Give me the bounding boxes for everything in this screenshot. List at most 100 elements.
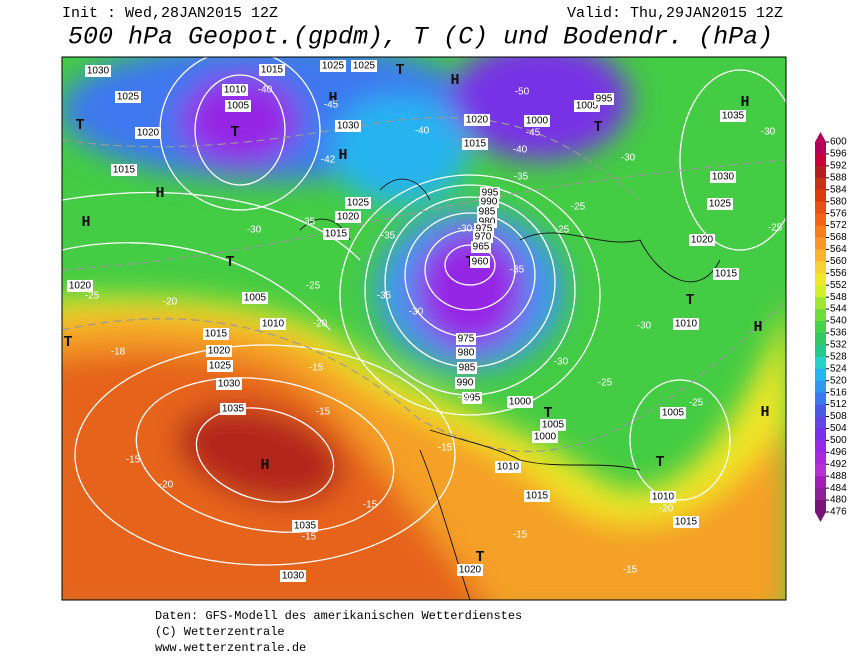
label-box bbox=[225, 100, 251, 112]
temperature-label: -40 bbox=[258, 85, 273, 96]
label-box bbox=[495, 461, 521, 473]
label-box bbox=[673, 516, 699, 528]
label-box bbox=[720, 110, 746, 122]
colorbar-swatch bbox=[815, 213, 826, 227]
colorbar-swatch bbox=[815, 309, 826, 322]
temperature-label: -42 bbox=[321, 155, 336, 166]
label-box bbox=[507, 396, 533, 408]
label-box bbox=[673, 318, 699, 330]
isobar-label: 1025 bbox=[322, 61, 345, 72]
colorbar-label: 476 bbox=[830, 507, 847, 518]
temperature-label: -25 bbox=[306, 281, 321, 292]
temperature-label: -25 bbox=[768, 223, 783, 234]
temperature-label: -25 bbox=[689, 398, 704, 409]
isobar-label: 960 bbox=[472, 257, 489, 268]
isobar-label: 1020 bbox=[137, 128, 160, 139]
label-box bbox=[207, 360, 233, 372]
colorbar-label: 552 bbox=[830, 280, 847, 291]
colorbar-label: 504 bbox=[830, 423, 847, 434]
label-box bbox=[457, 362, 477, 374]
isobar-label: 1015 bbox=[261, 65, 284, 76]
label-box bbox=[320, 60, 346, 72]
colorbar-label: 580 bbox=[830, 196, 847, 207]
isobar-label: 1035 bbox=[722, 111, 745, 122]
isobar-label: 1020 bbox=[691, 235, 714, 246]
label-box bbox=[456, 333, 476, 345]
pressure-center: H bbox=[753, 319, 762, 336]
isobar-label: 1015 bbox=[526, 491, 549, 502]
temperature-label: -35 bbox=[377, 291, 392, 302]
colorbar-swatch bbox=[815, 237, 826, 250]
label-box bbox=[323, 228, 349, 240]
temperature-label: -25 bbox=[598, 378, 613, 389]
pressure-center: T bbox=[655, 454, 664, 471]
colorbar-label: 576 bbox=[830, 208, 847, 219]
temperature-label: -15 bbox=[363, 500, 378, 511]
isobar-label: 975 bbox=[458, 334, 475, 345]
temperature-label: -20 bbox=[163, 297, 178, 308]
temperature-label: -35 bbox=[514, 172, 529, 183]
colorbar-swatch bbox=[815, 380, 826, 394]
label-box bbox=[259, 64, 285, 76]
label-box bbox=[260, 318, 286, 330]
isobar-label: 1030 bbox=[87, 66, 110, 77]
colorbar-label: 544 bbox=[830, 304, 847, 315]
colorbar-swatch bbox=[815, 165, 826, 179]
isobar-label: 1005 bbox=[542, 420, 565, 431]
colorbar-label: 572 bbox=[830, 220, 847, 231]
label-box bbox=[206, 345, 232, 357]
isobar-label: 1030 bbox=[712, 172, 735, 183]
isobar-label: 1005 bbox=[576, 101, 599, 112]
temperature-label: -15 bbox=[126, 455, 141, 466]
temperature-label: -15 bbox=[623, 565, 638, 576]
colorbar-label: 560 bbox=[830, 256, 847, 267]
pressure-center: H bbox=[760, 404, 769, 421]
label-box bbox=[707, 198, 733, 210]
colorbar-label: 528 bbox=[830, 351, 847, 362]
isobar-label: 975 bbox=[476, 224, 493, 235]
isobar-label: 995 bbox=[464, 393, 481, 404]
isobar-label: 1015 bbox=[675, 517, 698, 528]
footer-line: www.wetterzentrale.de bbox=[155, 641, 306, 655]
map-title: 500 hPa Geopot.(gpdm), T (C) und Bodendr… bbox=[68, 23, 773, 52]
colorbar-label: 596 bbox=[830, 149, 847, 160]
colorbar-swatch bbox=[815, 225, 826, 238]
map bbox=[62, 57, 786, 600]
temperature-label: -40 bbox=[415, 126, 430, 137]
colorbar: 6005965925885845805765725685645605565525… bbox=[815, 132, 847, 522]
temperature-label: -50 bbox=[515, 87, 530, 98]
colorbar-label: 584 bbox=[830, 184, 847, 195]
pressure-center: T bbox=[63, 334, 72, 351]
colorbar-swatch bbox=[815, 476, 826, 489]
temperature-label: -30 bbox=[621, 153, 636, 164]
temperature-label: -20 bbox=[159, 480, 174, 491]
temperature-label: -35 bbox=[381, 231, 396, 242]
label-box bbox=[713, 268, 739, 280]
colorbar-label: 484 bbox=[830, 483, 847, 494]
label-box bbox=[660, 407, 686, 419]
pressure-center: T bbox=[543, 405, 552, 422]
map-frame bbox=[61, 56, 787, 601]
colorbar-swatch bbox=[815, 464, 826, 477]
isobar-label: 1010 bbox=[652, 492, 675, 503]
label-box bbox=[292, 520, 318, 532]
label-box bbox=[470, 256, 490, 268]
label-box bbox=[574, 100, 600, 112]
colorbar-swatch bbox=[815, 273, 826, 286]
pressure-center: T bbox=[593, 119, 602, 136]
temperature-label: -15 bbox=[513, 530, 528, 541]
label-box bbox=[462, 138, 488, 150]
init-time: Init : Wed,28JAN2015 12Z bbox=[62, 5, 278, 22]
label-box bbox=[216, 378, 242, 390]
colorbar-swatch bbox=[815, 297, 826, 310]
colorbar-swatch bbox=[815, 392, 826, 406]
pressure-center: H bbox=[328, 90, 337, 107]
temperature-label: -35 bbox=[510, 265, 525, 276]
colorbar-swatch bbox=[815, 344, 826, 358]
temperature-label: -30 bbox=[637, 321, 652, 332]
label-box bbox=[351, 60, 377, 72]
label-box bbox=[242, 292, 268, 304]
isobar-label: 1020 bbox=[459, 565, 482, 576]
colorbar-swatch bbox=[815, 261, 826, 274]
